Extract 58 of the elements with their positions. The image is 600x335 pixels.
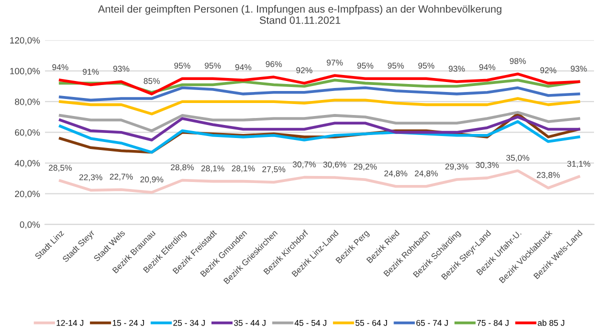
data-label: 93%: [448, 66, 465, 72]
legend-label: 55 - 64 J: [356, 320, 387, 326]
legend-label: 35 - 44 J: [234, 320, 266, 326]
data-label: 24,8%: [414, 170, 438, 178]
legend-label: 15 - 24 J: [112, 320, 144, 326]
data-label: 95%: [418, 62, 434, 69]
data-label: 20,9%: [140, 176, 164, 184]
legend-label: ab 85 J: [538, 320, 564, 326]
data-label: 28,1%: [232, 165, 255, 172]
data-label: 35,0%: [506, 154, 530, 162]
data-label: 24,8%: [384, 170, 408, 178]
data-label: 30,3%: [476, 162, 499, 169]
data-label: 28,8%: [170, 164, 194, 172]
line-series: [58, 97, 580, 116]
data-label: 92%: [540, 67, 556, 74]
data-label: 98%: [510, 58, 526, 64]
data-label: 94%: [52, 64, 68, 70]
data-label: 31,1%: [567, 160, 590, 168]
data-label: 22,7%: [110, 174, 133, 181]
data-label: 93%: [570, 66, 587, 72]
y-tick-label: 40,0%: [14, 160, 40, 168]
data-label: 95%: [388, 62, 404, 69]
legend-label: 45 - 54 J: [294, 320, 326, 326]
legend-label: 12-14 J: [56, 320, 84, 326]
y-tick-label: 20,0%: [14, 190, 40, 198]
data-label: 95%: [204, 62, 221, 69]
data-label: 95%: [357, 62, 374, 69]
data-label: 23,8%: [536, 172, 560, 179]
data-label: 97%: [326, 60, 343, 66]
data-label: 94%: [235, 64, 252, 70]
data-label: 22,3%: [79, 174, 102, 182]
data-label: 30,7%: [292, 161, 316, 168]
data-label: 28,5%: [48, 164, 72, 172]
data-label: 29,2%: [354, 164, 377, 171]
y-tick-label: 100,0%: [10, 68, 40, 76]
data-label: 93%: [113, 66, 130, 72]
data-label: 94%: [479, 64, 496, 70]
line-series: [58, 120, 580, 154]
line-series: [58, 110, 580, 132]
y-tick-label: 120,0%: [10, 37, 40, 45]
line-series: [58, 116, 580, 142]
data-label: 28,1%: [201, 165, 224, 172]
legend-label: 65 - 74 J: [416, 320, 448, 326]
data-label: 27,5%: [262, 166, 286, 174]
data-label: 30,6%: [323, 162, 346, 168]
data-label: 29,3%: [445, 164, 468, 170]
y-tick-label: 60,0%: [15, 129, 40, 137]
legend-label: 75 - 84 J: [477, 320, 509, 326]
legend-label: 25 - 34 J: [173, 320, 205, 326]
data-label: 95%: [174, 62, 190, 69]
data-label: 91%: [82, 68, 99, 75]
data-label: 85%: [144, 78, 160, 84]
data-label: 92%: [296, 67, 312, 74]
line-series: [58, 86, 580, 102]
data-label: 96%: [266, 61, 282, 68]
y-tick-label: 0,0%: [20, 221, 40, 229]
y-tick-label: 80,0%: [14, 98, 40, 106]
chart-title: Anteil der geimpften Personen (1. Impfungen aus e-Impfpass) an der Wohnbevölkerung Stand 01.11.2021: [98, 5, 502, 24]
